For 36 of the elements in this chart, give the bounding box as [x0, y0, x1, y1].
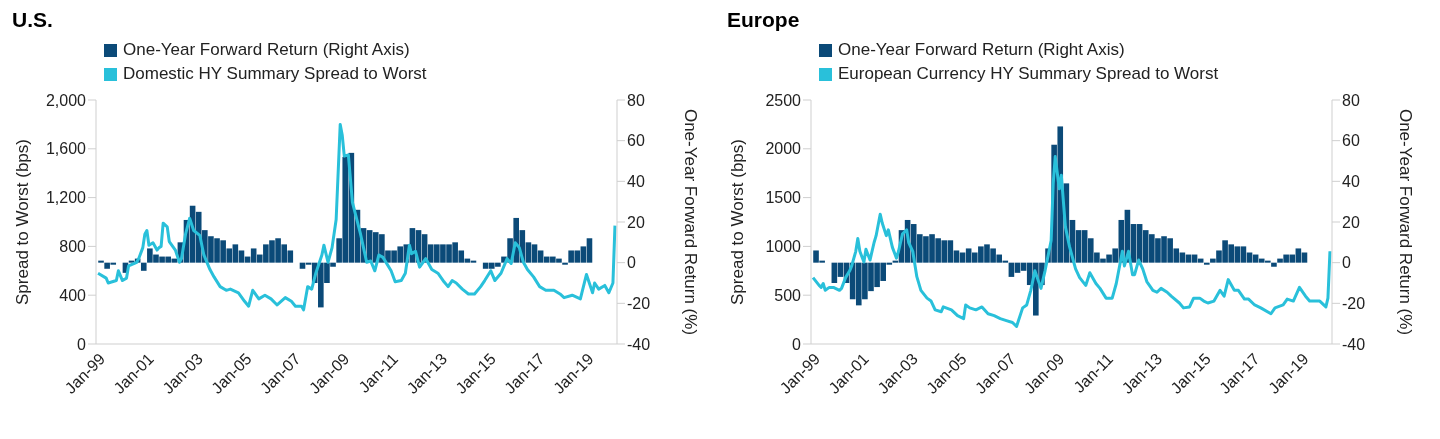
chart-title: Europe [726, 8, 801, 33]
y2-tick-label: 80 [1342, 91, 1360, 109]
y-tick-label: 800 [59, 238, 87, 256]
y2-tick-label: -40 [1342, 335, 1366, 353]
y-tick-label: 1,200 [45, 189, 87, 207]
y-tick-label: 2000 [765, 140, 802, 158]
y2-tick-label: 0 [627, 254, 636, 272]
legend-label: One-Year Forward Return (Right Axis) [123, 39, 410, 61]
y2-tick-label: 40 [627, 173, 645, 191]
y2-axis-title: One-Year Forward Return (%) [680, 108, 700, 336]
y-tick-label: 1,600 [45, 140, 87, 158]
y2-tick-label: 20 [627, 213, 645, 231]
y2-tick-label: 40 [1342, 173, 1360, 191]
y-tick-label: 1000 [765, 238, 802, 256]
y-tick-label: 0 [792, 335, 802, 353]
legend-label: European Currency HY Summary Spread to Worst [838, 63, 1219, 85]
y2-tick-label: 60 [1342, 132, 1360, 150]
y2-tick-label: -20 [627, 295, 651, 313]
y-tick-label: 2,000 [45, 91, 87, 109]
y-tick-label: 500 [774, 286, 802, 304]
legend-label: Domestic HY Summary Spread to Worst [123, 63, 427, 85]
chart-title: U.S. [11, 8, 54, 33]
y-tick-label: 400 [59, 286, 87, 304]
y2-tick-label: -20 [1342, 295, 1366, 313]
y-tick-label: 1500 [765, 189, 802, 207]
y-tick-label: 2500 [765, 91, 802, 109]
legend-label: One-Year Forward Return (Right Axis) [838, 39, 1125, 61]
y-axis-title: Spread to Worst (bps) [728, 139, 748, 305]
y2-axis-title: One-Year Forward Return (%) [1395, 108, 1415, 336]
y-tick-label: 0 [77, 335, 87, 353]
y2-tick-label: 80 [627, 91, 645, 109]
y2-tick-label: 0 [1342, 254, 1351, 272]
y2-tick-label: -40 [627, 335, 651, 353]
y2-tick-label: 20 [1342, 213, 1360, 231]
y-axis-title: Spread to Worst (bps) [13, 139, 33, 305]
y2-tick-label: 60 [627, 132, 645, 150]
